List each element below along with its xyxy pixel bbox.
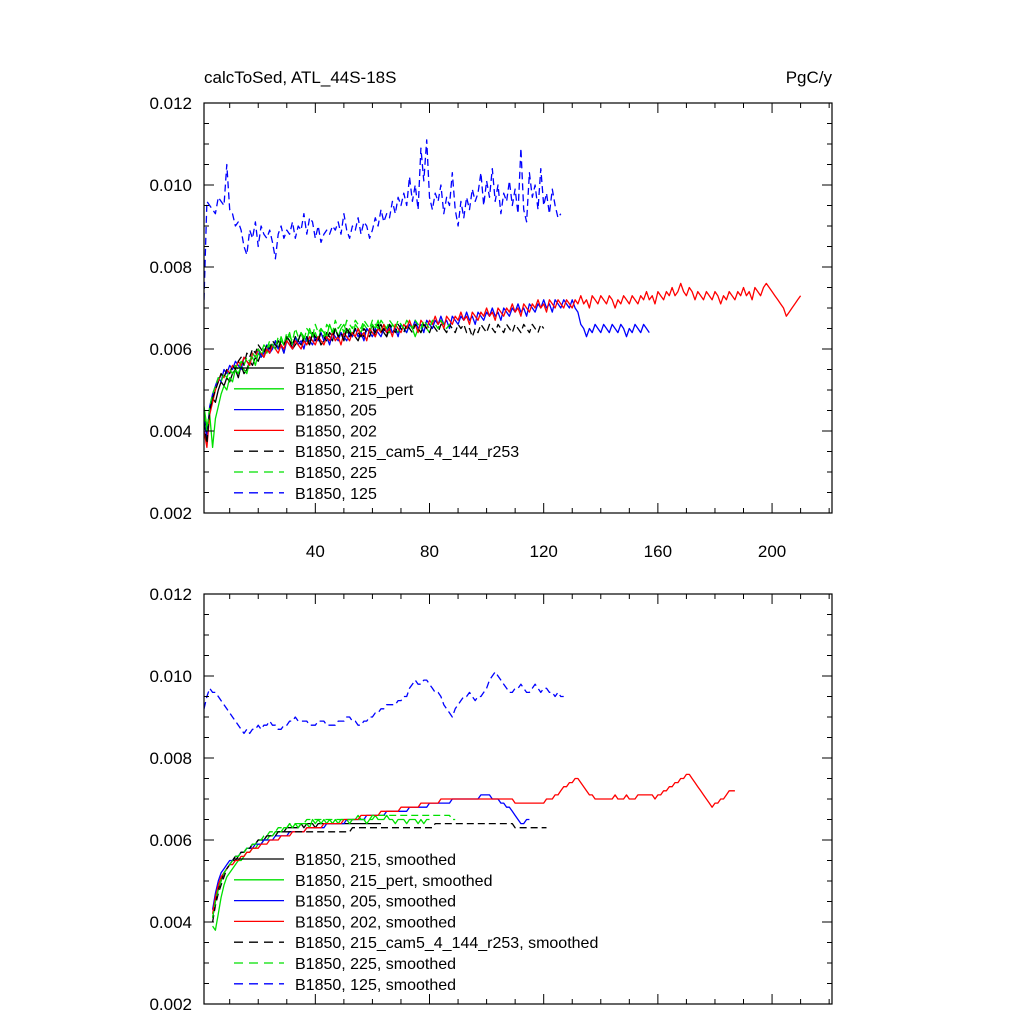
legend-label: B1850, 215 bbox=[295, 361, 377, 378]
units-label: PgC/y bbox=[786, 68, 833, 87]
series-line-5 bbox=[211, 814, 456, 919]
legend-label: B1850, 202 bbox=[295, 423, 377, 440]
y-tick-label: 0.012 bbox=[149, 585, 192, 604]
y-tick-label: 0.006 bbox=[149, 831, 192, 850]
x-tick-label: 80 bbox=[420, 542, 439, 561]
series-line-3 bbox=[204, 282, 802, 449]
legend-label: B1850, 215_cam5_4_144_r253 bbox=[295, 444, 519, 461]
y-tick-label: 0.004 bbox=[149, 913, 192, 932]
x-tick-label: 120 bbox=[530, 542, 558, 561]
y-tick-label: 0.010 bbox=[149, 667, 192, 686]
y-tick-label: 0.006 bbox=[149, 340, 192, 359]
series-line-6 bbox=[204, 139, 562, 300]
y-tick-label: 0.002 bbox=[149, 504, 192, 523]
legend-label: B1850, 202, smoothed bbox=[295, 914, 456, 931]
series-line-3 bbox=[211, 773, 735, 914]
x-tick-label: 40 bbox=[306, 542, 325, 561]
series-line-2 bbox=[204, 299, 650, 440]
legend-label: B1850, 205 bbox=[295, 403, 377, 420]
x-tick-label: 160 bbox=[644, 542, 672, 561]
legend-label: B1850, 125, smoothed bbox=[295, 977, 456, 994]
legend-label: B1850, 215, smoothed bbox=[295, 852, 456, 869]
legend-label: B1850, 225 bbox=[295, 465, 377, 482]
legend-label: B1850, 125 bbox=[295, 486, 377, 503]
y-tick-label: 0.004 bbox=[149, 422, 192, 441]
legend-label: B1850, 215_cam5_4_144_r253, smoothed bbox=[295, 935, 598, 952]
legend-label: B1850, 205, smoothed bbox=[295, 894, 456, 911]
bottom-panel: 0.002 0.004 0.006 0.008 0.010 0.012 B1850, 215… bbox=[149, 585, 833, 1014]
legend-label: B1850, 225, smoothed bbox=[295, 956, 456, 973]
y-tick-label: 0.008 bbox=[149, 749, 192, 768]
top-panel: 0.002 0.004 0.006 0.008 0.010 0.012 40 80 120 160… bbox=[149, 68, 833, 561]
y-tick-label: 0.010 bbox=[149, 176, 192, 195]
series-lines bbox=[204, 139, 802, 449]
legend-label: B1850, 215_pert bbox=[295, 382, 414, 399]
series-line-6 bbox=[204, 671, 564, 735]
y-tick-label: 0.002 bbox=[149, 995, 192, 1014]
series-line-5 bbox=[204, 319, 453, 432]
series-lines bbox=[204, 671, 735, 931]
series-line-4 bbox=[204, 323, 545, 444]
series-line-4 bbox=[211, 822, 547, 923]
legend: B1850, 215, smoothed B1850, 215_pert, smo… bbox=[234, 852, 598, 994]
y-tick-label: 0.008 bbox=[149, 258, 192, 277]
chart-title: calcToSed, ATL_44S-18S bbox=[204, 68, 396, 87]
x-tick-label: 200 bbox=[758, 542, 786, 561]
y-tick-label: 0.012 bbox=[149, 94, 192, 113]
legend-label: B1850, 215_pert, smoothed bbox=[295, 873, 492, 890]
legend: B1850, 215 B1850, 215_pert B1850, 205 B1850… bbox=[234, 361, 519, 503]
